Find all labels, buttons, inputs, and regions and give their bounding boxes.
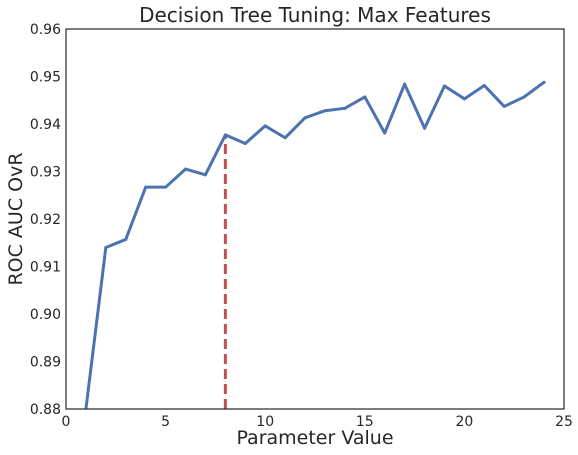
- data-point: [263, 124, 267, 128]
- y-tick-label: 0.88: [30, 402, 61, 418]
- y-tick-label: 0.90: [30, 307, 61, 323]
- data-point: [343, 106, 347, 110]
- data-point: [522, 95, 526, 99]
- y-tick-label: 0.91: [30, 260, 61, 276]
- axis-ticks: 0 5 10 15 20 25 0.88 0.89 0.90 0.91 0.92 0.93 0.94 0.…: [30, 22, 573, 430]
- data-point: [403, 82, 407, 86]
- y-tick-label: 0.94: [30, 117, 61, 133]
- x-tick-label: 25: [555, 414, 573, 430]
- chart-title: Decision Tree Tuning: Max Features: [139, 3, 491, 27]
- data-point: [442, 84, 446, 88]
- x-tick-label: 10: [256, 414, 274, 430]
- x-tick-label: 5: [161, 414, 170, 430]
- data-point: [164, 185, 168, 189]
- y-tick-label: 0.96: [30, 22, 61, 38]
- plot-frame: [65, 28, 565, 410]
- data-point: [124, 237, 128, 241]
- data-point: [184, 167, 188, 171]
- data-point: [323, 109, 327, 113]
- data-point: [363, 95, 367, 99]
- data-point: [203, 173, 207, 177]
- data-point: [144, 185, 148, 189]
- x-axis-title: Parameter Value: [236, 427, 393, 449]
- data-point: [542, 80, 546, 84]
- data-point: [502, 104, 506, 108]
- x-tick-label: 0: [62, 414, 71, 430]
- data-point: [303, 116, 307, 120]
- plot-area: [84, 80, 546, 409]
- data-point: [243, 141, 247, 145]
- data-point: [283, 136, 287, 140]
- series-line-1: [84, 80, 545, 409]
- data-point: [462, 97, 466, 101]
- y-axis-title: ROC AUC OvR: [5, 152, 27, 285]
- y-tick-label: 0.93: [30, 165, 61, 181]
- x-tick-label: 15: [356, 414, 374, 430]
- data-point: [223, 133, 227, 137]
- data-point: [482, 84, 486, 88]
- y-tick-label: 0.89: [30, 355, 61, 371]
- x-tick-label: 20: [455, 414, 473, 430]
- y-tick-label: 0.95: [30, 70, 61, 86]
- y-tick-label: 0.92: [30, 212, 61, 228]
- data-point: [383, 131, 387, 135]
- data-point: [423, 126, 427, 130]
- data-point: [104, 246, 108, 249]
